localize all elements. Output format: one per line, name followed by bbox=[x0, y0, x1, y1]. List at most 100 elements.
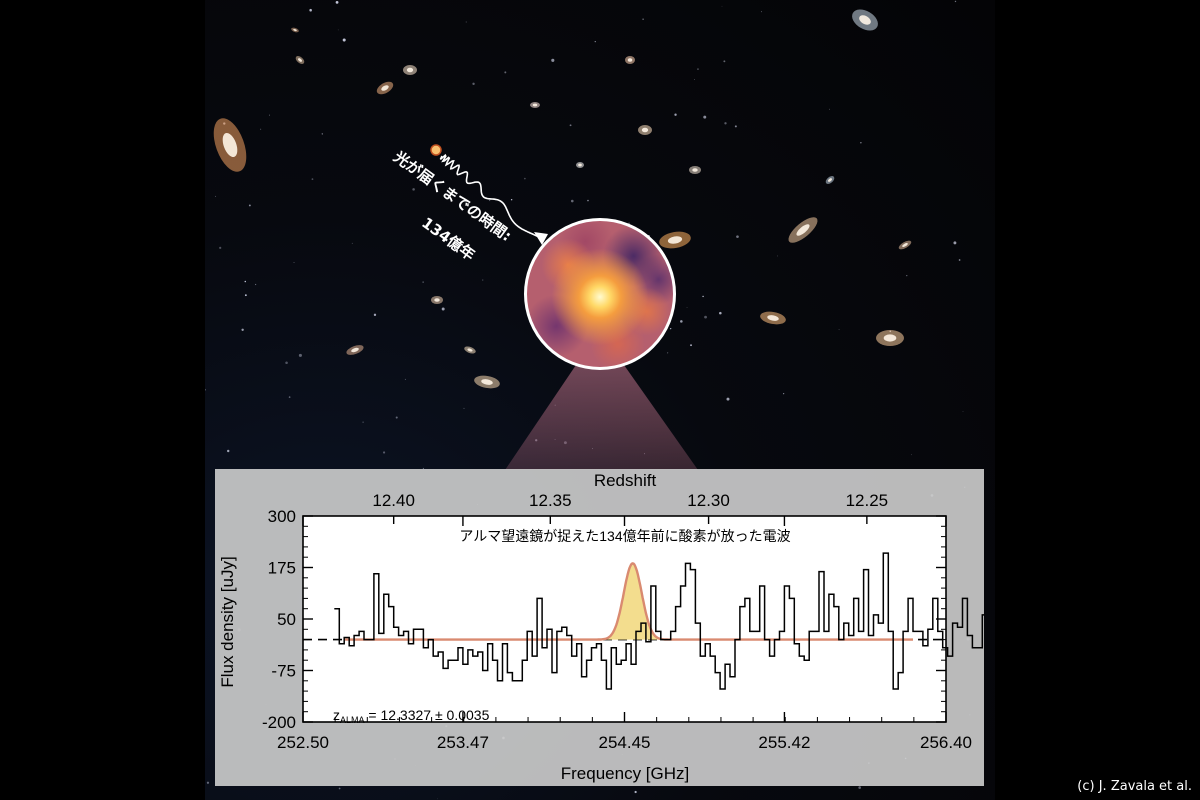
star bbox=[569, 124, 572, 127]
star bbox=[472, 82, 475, 86]
y-tick-label: -200 bbox=[262, 713, 296, 732]
star bbox=[736, 235, 739, 239]
star bbox=[563, 441, 567, 445]
spectrum-chart: 252.50 253.47 254.45 255.42 256.40 12.40 12.35… bbox=[218, 471, 984, 783]
star bbox=[255, 283, 257, 286]
star bbox=[227, 449, 230, 453]
star bbox=[219, 246, 222, 249]
star bbox=[205, 388, 207, 391]
star bbox=[293, 262, 295, 263]
star bbox=[285, 361, 288, 365]
star bbox=[422, 281, 424, 283]
star bbox=[309, 8, 312, 12]
galaxy-core bbox=[532, 103, 538, 107]
star bbox=[342, 38, 346, 42]
star bbox=[634, 790, 637, 794]
star bbox=[721, 5, 723, 7]
x-tick-label: 252.50 bbox=[277, 733, 329, 752]
star bbox=[244, 294, 247, 297]
star bbox=[510, 199, 513, 201]
star bbox=[726, 397, 730, 401]
top-axis-label: Redshift bbox=[594, 471, 657, 490]
star bbox=[298, 353, 302, 357]
top-tick-label: 12.35 bbox=[529, 491, 572, 510]
galaxy-core bbox=[883, 334, 897, 342]
star bbox=[524, 177, 526, 180]
star bbox=[703, 115, 707, 119]
galaxy-core bbox=[578, 163, 582, 167]
y-tick-label: 300 bbox=[268, 507, 296, 526]
z-subscript: ALMA bbox=[340, 715, 365, 725]
gaussian-fit-line bbox=[344, 562, 913, 641]
star bbox=[351, 242, 353, 244]
star bbox=[382, 451, 386, 454]
top-tick-label: 12.25 bbox=[846, 491, 889, 510]
star bbox=[335, 0, 339, 4]
star bbox=[422, 467, 424, 469]
y-tick-label: 50 bbox=[277, 610, 296, 629]
star bbox=[910, 454, 912, 456]
x-tick-label: 254.45 bbox=[599, 733, 651, 752]
star bbox=[690, 344, 692, 347]
galaxy-core bbox=[381, 85, 389, 91]
galaxy-inset-image bbox=[524, 218, 676, 370]
star bbox=[724, 122, 727, 125]
star bbox=[551, 58, 555, 62]
star bbox=[441, 307, 445, 311]
star bbox=[680, 320, 683, 323]
star bbox=[958, 259, 961, 261]
star bbox=[667, 352, 669, 354]
x-tick-label: 256.40 bbox=[920, 733, 972, 752]
galaxy-core bbox=[627, 58, 633, 62]
galaxy-core bbox=[298, 58, 302, 62]
star bbox=[248, 204, 251, 207]
star bbox=[404, 378, 406, 380]
star bbox=[412, 188, 415, 191]
star bbox=[206, 781, 210, 784]
spectrum-step-line bbox=[334, 552, 984, 690]
star bbox=[777, 255, 778, 257]
star bbox=[373, 313, 377, 317]
galaxy-core bbox=[828, 178, 832, 182]
galaxy-core bbox=[859, 15, 871, 25]
star bbox=[962, 411, 964, 412]
star bbox=[518, 226, 520, 228]
star bbox=[719, 311, 722, 315]
y-tick-label: -75 bbox=[271, 662, 296, 681]
star bbox=[288, 396, 291, 398]
chart-title: アルマ望遠鏡が捉えた134億年前に酸素が放った電波 bbox=[459, 528, 790, 544]
galaxy-core bbox=[641, 127, 649, 133]
star bbox=[244, 280, 247, 283]
line-emission-fill bbox=[596, 563, 669, 640]
top-tick-label: 12.30 bbox=[687, 491, 730, 510]
star bbox=[686, 306, 688, 308]
star bbox=[437, 798, 438, 800]
galaxy-core bbox=[406, 67, 414, 73]
star bbox=[704, 315, 707, 319]
galaxy-core bbox=[796, 224, 810, 236]
z-value: = 12.3327 ± 0.0035 bbox=[365, 707, 490, 723]
star bbox=[554, 404, 556, 406]
galaxy-core bbox=[222, 132, 238, 158]
star bbox=[829, 108, 831, 110]
y-tick-label: 175 bbox=[268, 559, 296, 578]
star bbox=[337, 29, 339, 31]
spectrum-panel: 252.50 253.47 254.45 255.42 256.40 12.40 12.35… bbox=[215, 469, 984, 786]
star bbox=[838, 329, 840, 331]
star bbox=[570, 199, 574, 203]
x-tick-label: 253.47 bbox=[437, 733, 489, 752]
star bbox=[954, 0, 957, 3]
star bbox=[535, 439, 538, 442]
y-axis-label: Flux density [uJy] bbox=[218, 556, 237, 687]
star bbox=[858, 786, 861, 789]
star bbox=[311, 178, 314, 180]
star bbox=[642, 18, 644, 20]
star bbox=[860, 141, 862, 144]
galaxy-core bbox=[902, 243, 908, 247]
star bbox=[761, 11, 763, 13]
star bbox=[694, 79, 695, 80]
star bbox=[594, 40, 596, 43]
star bbox=[260, 128, 262, 130]
redshift-annotation: zALMA = 12.3327 ± 0.0035 bbox=[333, 707, 490, 725]
star bbox=[734, 125, 737, 128]
